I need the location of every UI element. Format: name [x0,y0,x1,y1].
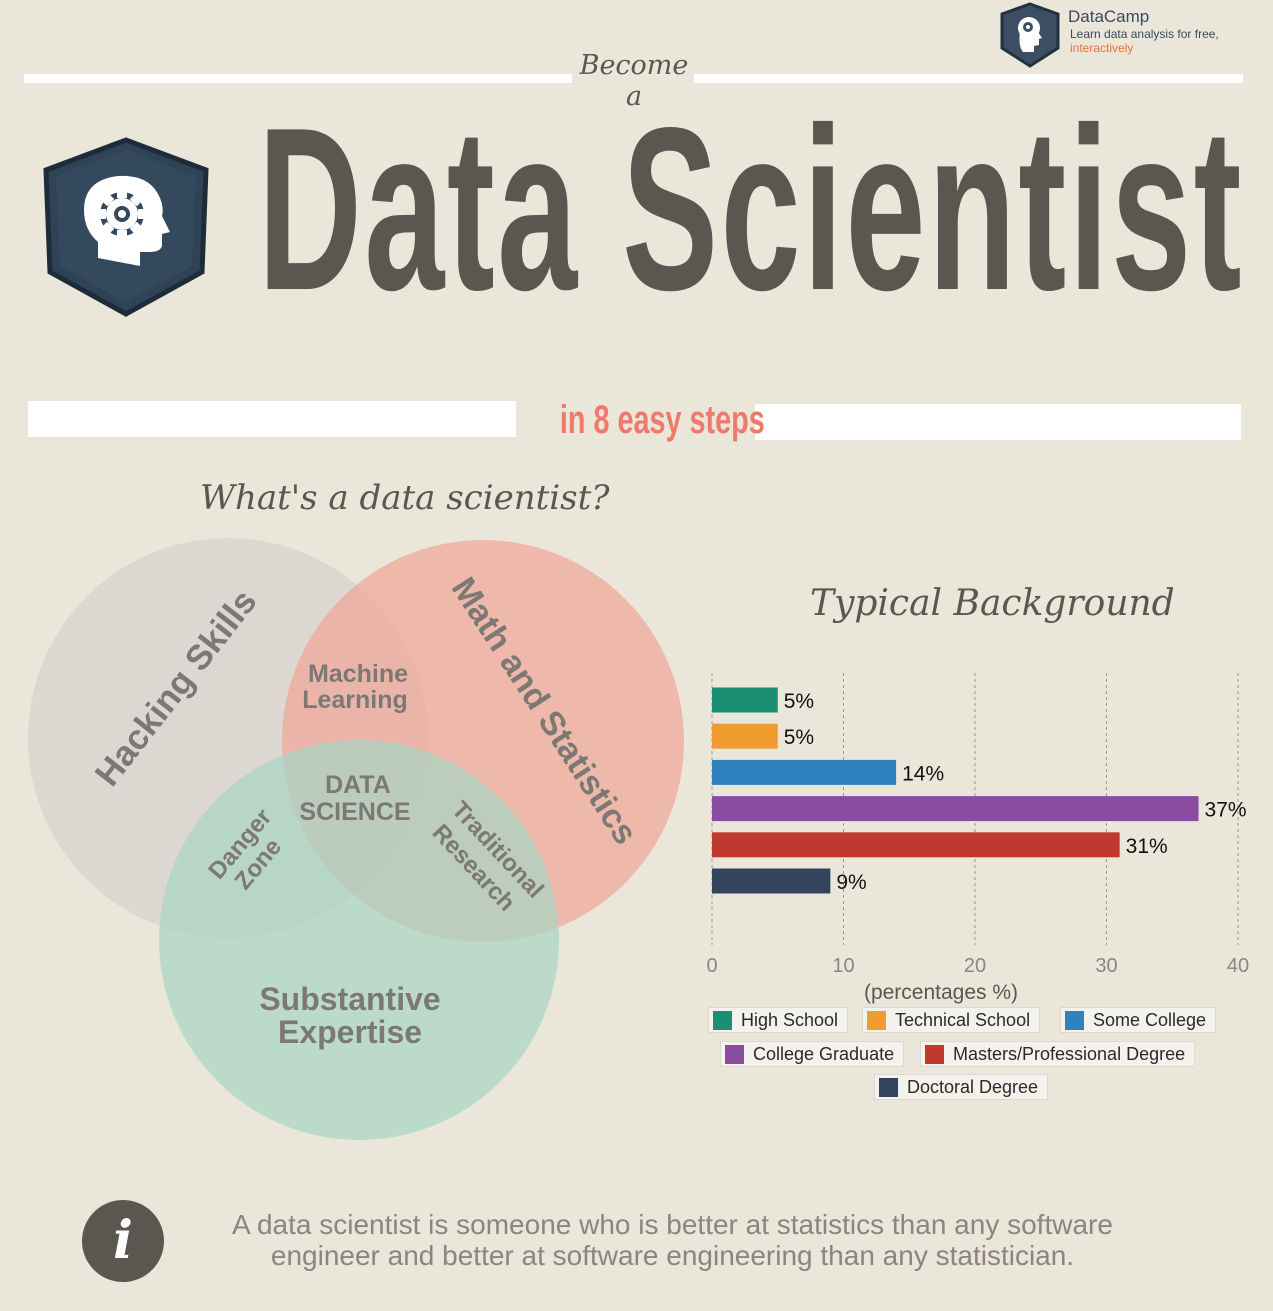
bar-chart: 5% 5% 14% 37% 31% 9% 0 10 20 30 40 (percentages %… [706,673,1249,1004]
chart-value-labels: 5% 5% 14% 37% 31% 9% [784,690,1247,894]
legend-label: College Graduate [753,1043,895,1064]
quote-line-1: A data scientist is someone who is bette… [232,1209,1113,1240]
venn-label-substantive-line1: Substantive [259,981,440,1017]
definition-quote: A data scientist is someone who is bette… [190,1209,1155,1271]
venn-label-data-science-line1: DATA [325,771,391,799]
venn-diagram: Hacking Skills Math and Statistics Subst… [28,538,684,1140]
chart-x-axis-title: (percentages %) [864,981,1018,1004]
subtitle-rule-left [28,401,516,437]
chart-x-ticks: 0 10 20 30 40 [706,955,1249,977]
bar [712,796,1199,822]
bar [712,687,778,713]
header-rule-left [24,74,572,83]
header-rule-right [694,74,1243,83]
brand-tagline-highlight: interactively [1070,41,1134,55]
chart-bars [712,687,1199,894]
legend-item: Doctoral Degree [874,1074,1049,1100]
page-title: Data Scientist [258,80,1244,339]
page-subtitle: in 8 easy steps [520,398,765,443]
venn-title: What's a data scientist? [200,478,610,518]
venn-circle-substantive [159,740,559,1140]
x-tick-label: 30 [1095,955,1117,977]
venn-label-substantive-line2: Expertise [278,1014,422,1050]
x-tick-label: 0 [706,955,717,977]
bar [712,868,831,894]
datacamp-brand[interactable]: DataCamp Learn data analysis for free, i… [998,2,1268,68]
legend-swatch [713,1010,732,1030]
bar-value-label: 37% [1205,799,1247,822]
bar [712,759,897,785]
chart-legend: High School Technical School Some College C… [690,1005,1250,1105]
bar-value-label: 5% [784,726,814,749]
bar-value-label: 31% [1126,835,1168,858]
bar-value-label: 14% [902,762,944,785]
quote-line-2: engineer and better at software engineer… [270,1240,1075,1271]
x-tick-label: 40 [1227,955,1249,977]
legend-label: High School [741,1009,839,1030]
legend-label: Masters/Professional Degree [953,1043,1186,1064]
legend-item: Masters/Professional Degree [920,1041,1196,1067]
head-gear-icon [1000,2,1060,68]
x-tick-label: 20 [964,955,986,977]
legend-swatch [725,1044,744,1064]
legend-item: Some College [1060,1007,1217,1033]
venn-label-data-science-line2: SCIENCE [299,798,410,826]
head-gear-icon [43,137,209,317]
legend-swatch [925,1044,944,1064]
legend-label: Doctoral Degree [907,1076,1039,1097]
bar [712,832,1120,858]
legend-item: Technical School [862,1007,1041,1033]
bar-value-label: 5% [784,690,814,713]
bar [712,723,778,749]
bar-value-label: 9% [836,871,866,894]
legend-label: Technical School [895,1009,1031,1030]
page-subtitle-text: in 8 easy steps [559,398,765,442]
legend-item: High School [708,1007,849,1033]
become-kicker: Become a [579,50,689,112]
legend-swatch [867,1010,886,1030]
legend-swatch [1065,1010,1084,1030]
legend-swatch [879,1077,898,1097]
legend-item: College Graduate [720,1041,905,1067]
brand-name: DataCamp [1068,7,1150,26]
brand-tagline: Learn data analysis for free, [1070,27,1219,41]
chart-title: Typical Background [810,583,1175,624]
venn-label-machine-learning-line2: Learning [302,686,408,714]
info-icon: i [82,1200,164,1282]
legend-label: Some College [1093,1009,1207,1030]
subtitle-rule-right [755,404,1241,440]
x-tick-label: 10 [832,955,854,977]
venn-label-machine-learning-line1: Machine [308,660,408,688]
gear-icon [96,188,148,240]
